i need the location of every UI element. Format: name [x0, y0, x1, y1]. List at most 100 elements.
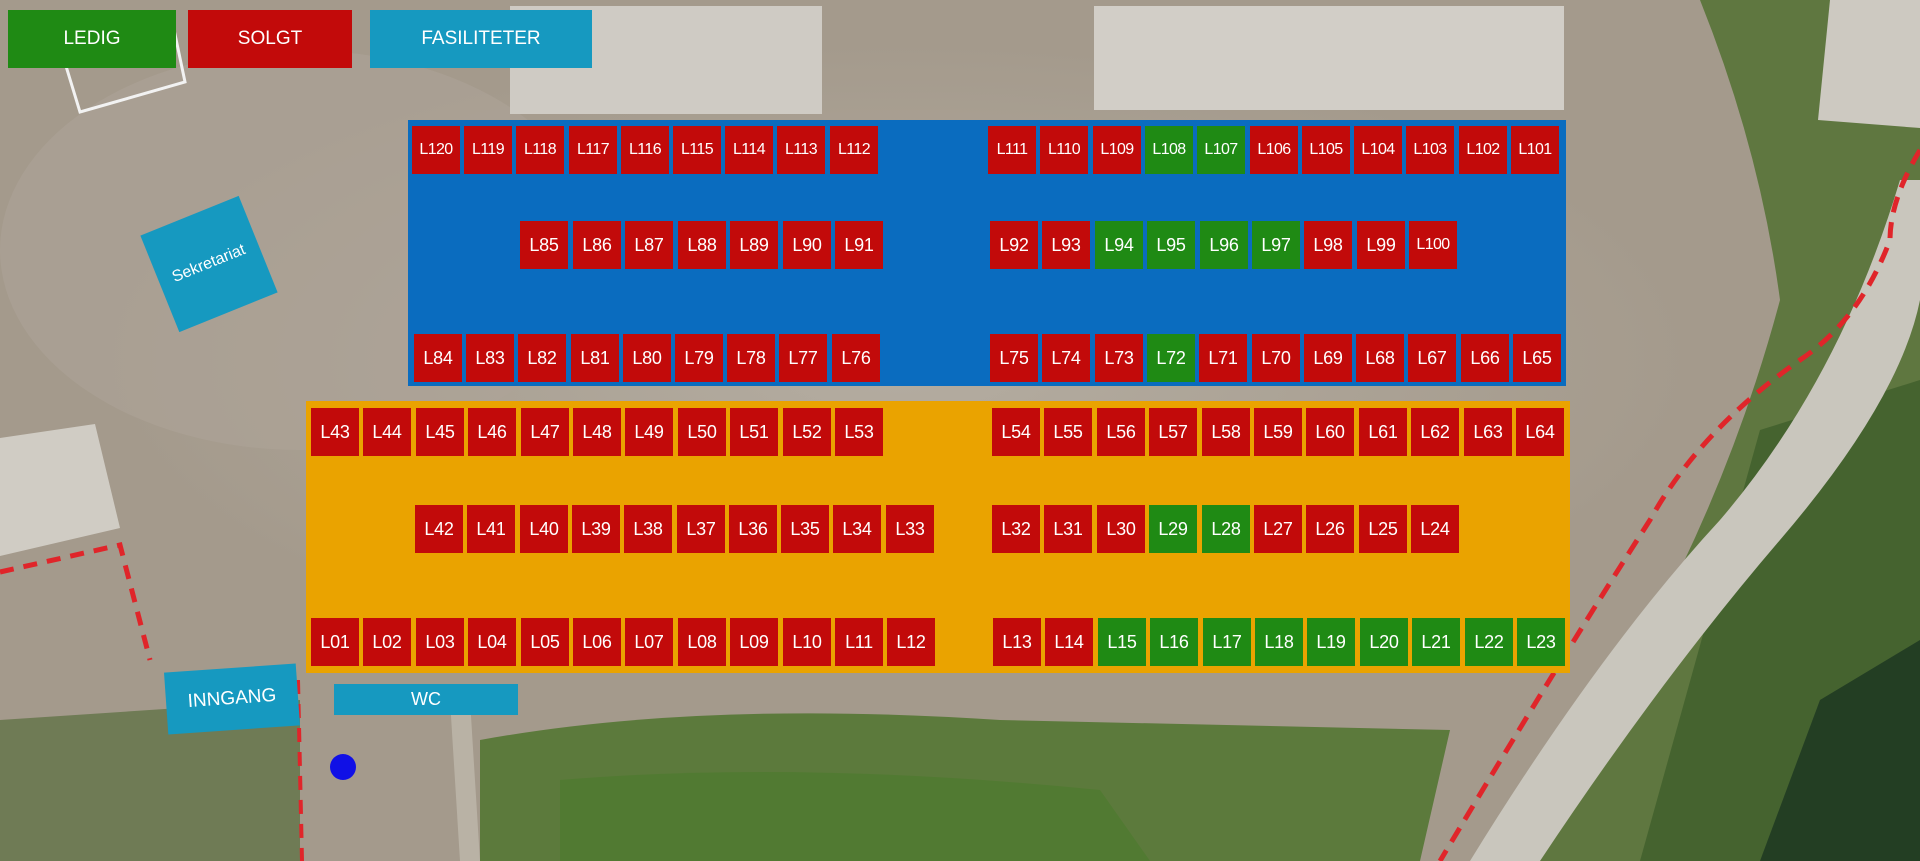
stall-l82[interactable]: L82 [518, 334, 566, 382]
stall-l20[interactable]: L20 [1360, 618, 1408, 666]
stall-l80[interactable]: L80 [623, 334, 671, 382]
stall-l111[interactable]: L111 [988, 126, 1036, 174]
stall-l63[interactable]: L63 [1464, 408, 1512, 456]
stall-l112[interactable]: L112 [830, 126, 878, 174]
stall-l119[interactable]: L119 [464, 126, 512, 174]
stall-l107[interactable]: L107 [1197, 126, 1245, 174]
stall-l14[interactable]: L14 [1045, 618, 1093, 666]
stall-l22[interactable]: L22 [1465, 618, 1513, 666]
stall-l95[interactable]: L95 [1147, 221, 1195, 269]
stall-l68[interactable]: L68 [1356, 334, 1404, 382]
stall-l92[interactable]: L92 [990, 221, 1038, 269]
stall-l07[interactable]: L07 [625, 618, 673, 666]
stall-l34[interactable]: L34 [833, 505, 881, 553]
stall-l87[interactable]: L87 [625, 221, 673, 269]
stall-l19[interactable]: L19 [1307, 618, 1355, 666]
stall-l25[interactable]: L25 [1359, 505, 1407, 553]
stall-l45[interactable]: L45 [416, 408, 464, 456]
stall-l77[interactable]: L77 [779, 334, 827, 382]
stall-l32[interactable]: L32 [992, 505, 1040, 553]
stall-l41[interactable]: L41 [467, 505, 515, 553]
stall-l117[interactable]: L117 [569, 126, 617, 174]
stall-l104[interactable]: L104 [1354, 126, 1402, 174]
stall-l57[interactable]: L57 [1149, 408, 1197, 456]
stall-l23[interactable]: L23 [1517, 618, 1565, 666]
stall-l84[interactable]: L84 [414, 334, 462, 382]
stall-l30[interactable]: L30 [1097, 505, 1145, 553]
stall-l101[interactable]: L101 [1511, 126, 1559, 174]
stall-l55[interactable]: L55 [1044, 408, 1092, 456]
stall-l116[interactable]: L116 [621, 126, 669, 174]
stall-l86[interactable]: L86 [573, 221, 621, 269]
stall-l108[interactable]: L108 [1145, 126, 1193, 174]
stall-l04[interactable]: L04 [468, 618, 516, 666]
stall-l27[interactable]: L27 [1254, 505, 1302, 553]
stall-l110[interactable]: L110 [1040, 126, 1088, 174]
stall-l89[interactable]: L89 [730, 221, 778, 269]
stall-l31[interactable]: L31 [1044, 505, 1092, 553]
stall-l98[interactable]: L98 [1304, 221, 1352, 269]
stall-l35[interactable]: L35 [781, 505, 829, 553]
stall-l79[interactable]: L79 [675, 334, 723, 382]
stall-l72[interactable]: L72 [1147, 334, 1195, 382]
stall-l113[interactable]: L113 [777, 126, 825, 174]
stall-l26[interactable]: L26 [1306, 505, 1354, 553]
stall-l13[interactable]: L13 [993, 618, 1041, 666]
stall-l61[interactable]: L61 [1359, 408, 1407, 456]
stall-l15[interactable]: L15 [1098, 618, 1146, 666]
stall-l94[interactable]: L94 [1095, 221, 1143, 269]
stall-l28[interactable]: L28 [1202, 505, 1250, 553]
stall-l54[interactable]: L54 [992, 408, 1040, 456]
stall-l64[interactable]: L64 [1516, 408, 1564, 456]
stall-l90[interactable]: L90 [783, 221, 831, 269]
stall-l69[interactable]: L69 [1304, 334, 1352, 382]
stall-l59[interactable]: L59 [1254, 408, 1302, 456]
stall-l70[interactable]: L70 [1252, 334, 1300, 382]
stall-l21[interactable]: L21 [1412, 618, 1460, 666]
stall-l76[interactable]: L76 [832, 334, 880, 382]
stall-l53[interactable]: L53 [835, 408, 883, 456]
stall-l01[interactable]: L01 [311, 618, 359, 666]
stall-l103[interactable]: L103 [1406, 126, 1454, 174]
stall-l109[interactable]: L109 [1093, 126, 1141, 174]
stall-l81[interactable]: L81 [571, 334, 619, 382]
stall-l52[interactable]: L52 [783, 408, 831, 456]
stall-l11[interactable]: L11 [835, 618, 883, 666]
stall-l03[interactable]: L03 [416, 618, 464, 666]
stall-l93[interactable]: L93 [1042, 221, 1090, 269]
stall-l62[interactable]: L62 [1411, 408, 1459, 456]
stall-l102[interactable]: L102 [1459, 126, 1507, 174]
stall-l36[interactable]: L36 [729, 505, 777, 553]
stall-l18[interactable]: L18 [1255, 618, 1303, 666]
stall-l06[interactable]: L06 [573, 618, 621, 666]
stall-l100[interactable]: L100 [1409, 221, 1457, 269]
stall-l66[interactable]: L66 [1461, 334, 1509, 382]
stall-l56[interactable]: L56 [1097, 408, 1145, 456]
stall-l96[interactable]: L96 [1200, 221, 1248, 269]
stall-l37[interactable]: L37 [677, 505, 725, 553]
stall-l99[interactable]: L99 [1357, 221, 1405, 269]
stall-l60[interactable]: L60 [1306, 408, 1354, 456]
stall-l97[interactable]: L97 [1252, 221, 1300, 269]
stall-l49[interactable]: L49 [625, 408, 673, 456]
stall-l74[interactable]: L74 [1042, 334, 1090, 382]
stall-l75[interactable]: L75 [990, 334, 1038, 382]
stall-l46[interactable]: L46 [468, 408, 516, 456]
stall-l02[interactable]: L02 [363, 618, 411, 666]
stall-l91[interactable]: L91 [835, 221, 883, 269]
stall-l114[interactable]: L114 [725, 126, 773, 174]
stall-l16[interactable]: L16 [1150, 618, 1198, 666]
stall-l12[interactable]: L12 [887, 618, 935, 666]
stall-l08[interactable]: L08 [678, 618, 726, 666]
stall-l115[interactable]: L115 [673, 126, 721, 174]
stall-l50[interactable]: L50 [678, 408, 726, 456]
stall-l48[interactable]: L48 [573, 408, 621, 456]
stall-l43[interactable]: L43 [311, 408, 359, 456]
stall-l24[interactable]: L24 [1411, 505, 1459, 553]
stall-l118[interactable]: L118 [516, 126, 564, 174]
stall-l105[interactable]: L105 [1302, 126, 1350, 174]
stall-l05[interactable]: L05 [521, 618, 569, 666]
stall-l10[interactable]: L10 [783, 618, 831, 666]
stall-l58[interactable]: L58 [1202, 408, 1250, 456]
stall-l120[interactable]: L120 [412, 126, 460, 174]
